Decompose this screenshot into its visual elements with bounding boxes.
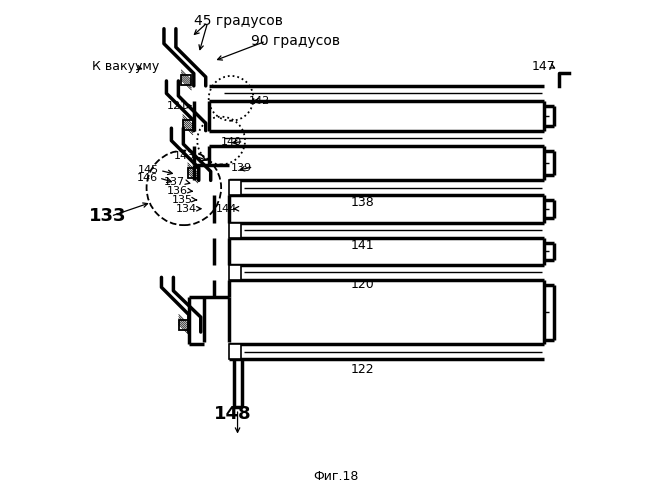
Bar — [229, 180, 241, 196]
Text: 141: 141 — [350, 238, 374, 252]
Text: 121: 121 — [166, 101, 188, 111]
Text: 137: 137 — [164, 178, 185, 188]
Text: 138: 138 — [350, 196, 374, 209]
Text: 90 градусов: 90 градусов — [251, 34, 340, 48]
Text: 144: 144 — [216, 204, 238, 214]
Bar — [229, 344, 241, 360]
Text: 147: 147 — [532, 60, 556, 72]
Bar — [183, 120, 193, 130]
Text: 142: 142 — [248, 96, 270, 106]
Text: 136: 136 — [166, 186, 187, 196]
Text: 134: 134 — [175, 204, 197, 214]
Text: 148: 148 — [213, 405, 252, 423]
Text: 143: 143 — [174, 150, 195, 160]
Text: 145: 145 — [138, 166, 159, 175]
Text: 120: 120 — [350, 278, 374, 291]
Text: 146: 146 — [137, 173, 158, 183]
Text: К вакууму: К вакууму — [92, 60, 159, 72]
Text: Фиг.18: Фиг.18 — [313, 470, 358, 482]
Bar — [229, 222, 241, 238]
Bar — [181, 75, 191, 85]
Text: 133: 133 — [89, 207, 127, 225]
Text: 139: 139 — [231, 163, 252, 173]
Text: 140: 140 — [221, 136, 242, 146]
Text: 45 градусов: 45 градусов — [194, 14, 282, 28]
Text: 135: 135 — [171, 196, 193, 205]
Text: 122: 122 — [350, 363, 374, 376]
Bar — [229, 265, 241, 280]
Bar — [188, 168, 198, 178]
Bar — [179, 320, 189, 330]
